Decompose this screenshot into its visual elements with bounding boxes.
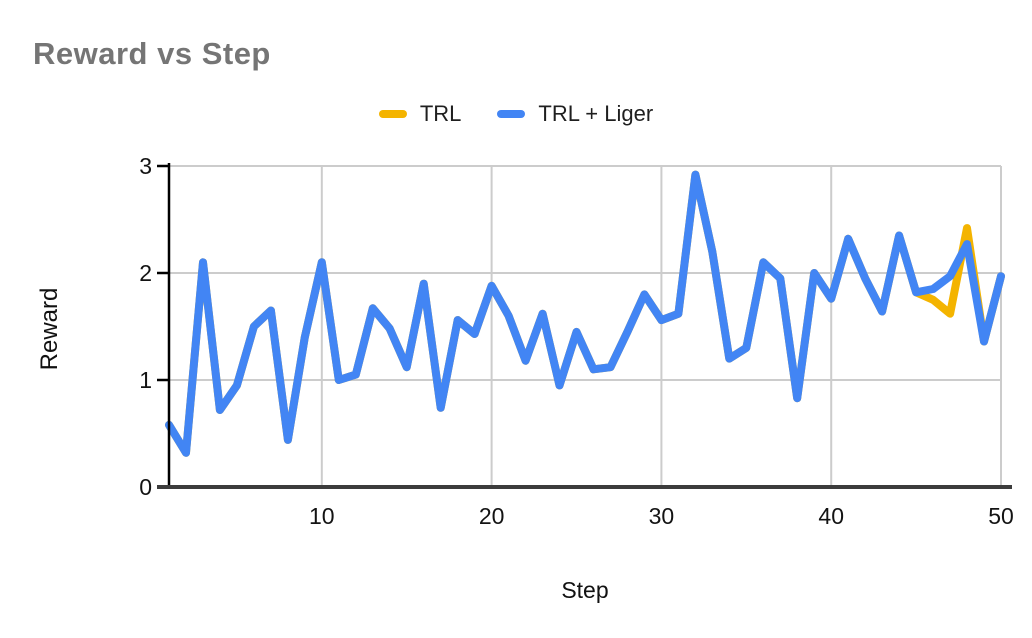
legend-item-trl-liger: TRL + Liger [497,101,653,127]
y-tick-label: 1 [139,367,152,393]
x-axis-title: Step [561,577,609,603]
trl-series-swatch [378,110,407,118]
y-tick-label: 2 [139,260,152,286]
x-tick-label: 40 [818,503,844,529]
legend-label-trl: TRL [419,101,462,126]
y-tick-label: 0 [139,474,152,500]
x-tick-label: 50 [988,503,1014,529]
series-line-trl-liger [165,170,1005,457]
y-axis-title: Reward [36,287,63,371]
x-tick-label: 30 [648,503,675,529]
legend-item-trl: TRL [378,101,462,127]
trl-liger-series-swatch [497,110,526,118]
chart-title: Reward vs Step [33,36,271,71]
x-tick-label: 10 [309,503,335,529]
x-tick-label: 20 [478,503,505,529]
legend: TRL TRL + Liger [0,101,1032,127]
y-tick-label: 3 [139,153,152,179]
legend-label-trl-liger: TRL + Liger [538,101,654,126]
